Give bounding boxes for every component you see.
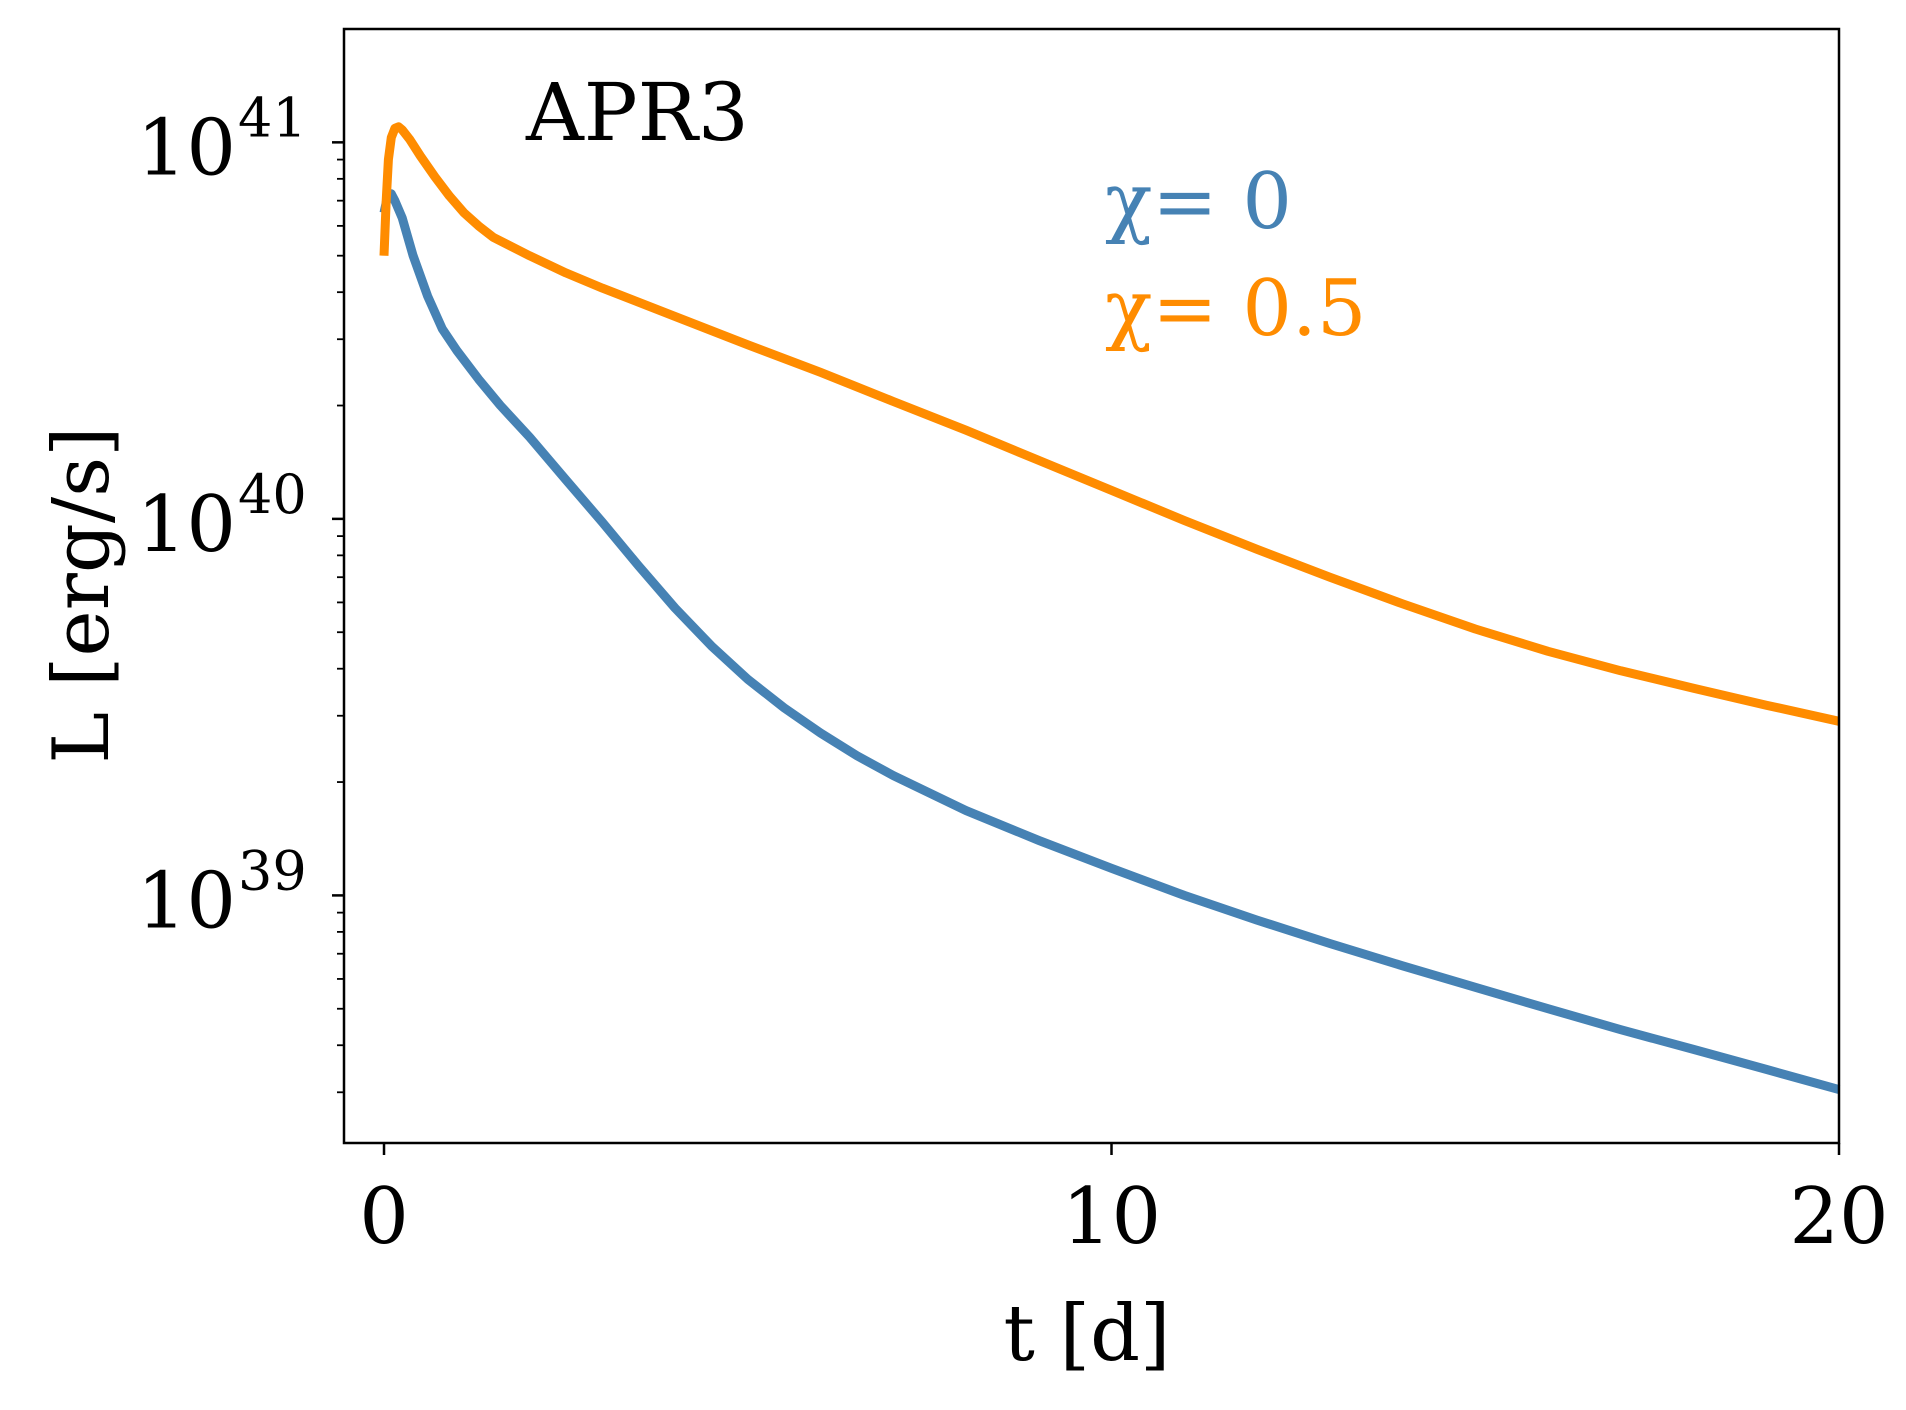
x-axis-label: t [d]	[1004, 1289, 1171, 1379]
plot-frame	[342, 27, 1841, 1145]
y-tick-exponent-0: 39	[238, 839, 307, 902]
y-tick-label-0: 10	[137, 856, 236, 946]
legend-entry-chi-0.5: χ= 0.5	[1105, 264, 1366, 354]
x-tick-label-1: 10	[1062, 1172, 1161, 1262]
y-tick-exponent-2: 41	[238, 86, 307, 149]
x-tick-label-0: 0	[359, 1172, 409, 1262]
y-tick-exponent-1: 40	[238, 463, 307, 526]
series-line-0	[379, 189, 1841, 1094]
ticks-layer	[332, 141, 1841, 1155]
series-layer	[379, 122, 1841, 1094]
y-axis-label: L [erg/s]	[37, 426, 127, 763]
chart-title: APR3	[525, 66, 749, 159]
y-tick-label-1: 10	[137, 480, 236, 570]
legend-entry-chi-0: χ= 0	[1105, 157, 1292, 247]
series-line-1	[379, 122, 1840, 726]
y-tick-label-2: 10	[137, 103, 236, 193]
x-tick-label-2: 20	[1789, 1172, 1888, 1262]
